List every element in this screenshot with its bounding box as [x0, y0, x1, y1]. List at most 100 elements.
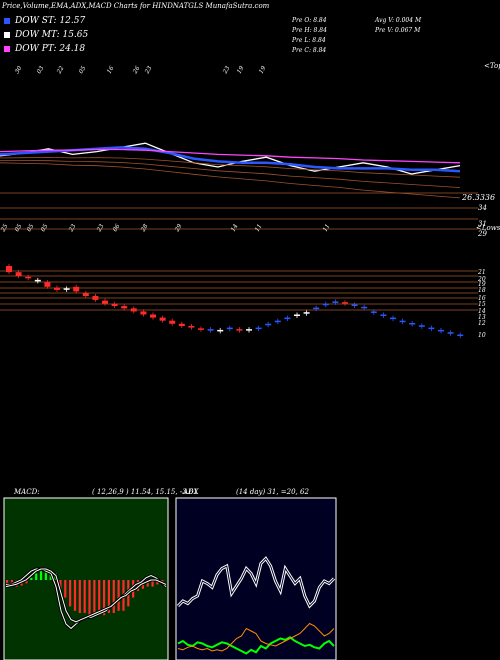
lows-label: <Lows — [476, 224, 500, 232]
candle-body — [82, 292, 89, 297]
info-avg-volume: Avg V: 0.004 M — [375, 17, 422, 24]
top-date-tick: 16 — [106, 65, 116, 75]
macd-histogram-bar — [59, 580, 62, 591]
macd-histogram-bar — [69, 580, 72, 607]
candle-body — [313, 307, 320, 310]
candle-body — [294, 314, 300, 317]
right-axis-tick: 18 — [478, 287, 486, 294]
candle-body — [150, 314, 156, 318]
low-date-tick: 11 — [322, 223, 332, 233]
candle-body — [236, 329, 243, 331]
candle-body — [121, 306, 128, 309]
macd-histogram-bar — [35, 573, 38, 580]
candle-body — [390, 317, 396, 320]
level-34-label: 34 — [478, 204, 487, 212]
candle-body — [303, 312, 310, 314]
legend-label: DOW MT: 15.65 — [15, 30, 89, 40]
top-date-tick: 19 — [236, 65, 246, 75]
right-axis-tick: 10 — [478, 332, 486, 339]
level-31-label: 31 — [478, 220, 487, 228]
legend-dow-mt: DOW MT: 15.65 — [4, 30, 88, 40]
macd-values: ( 12,26,9 ) 11.54, 15.15, -3.61 — [92, 488, 198, 496]
macd-name: MACD: — [14, 488, 40, 496]
low-date-tick: 14 — [230, 223, 240, 233]
candle-body — [457, 334, 464, 337]
chart-title: Price,Volume,EMA,ADX,MACD Charts for HIN… — [2, 2, 270, 10]
ema-line-2 — [0, 148, 461, 164]
right-axis-tick: 20 — [477, 276, 486, 283]
candle-body — [399, 320, 406, 323]
candle-body — [54, 287, 60, 290]
macd-histogram-bar — [73, 580, 77, 611]
candle-body — [380, 314, 387, 317]
low-date-tick: 28 — [139, 223, 149, 234]
macd-histogram-bar — [83, 580, 86, 613]
macd-histogram-bar — [151, 580, 154, 587]
candle-body — [361, 306, 368, 309]
macd-line-1 — [5, 568, 167, 623]
low-date-tick: 29 — [173, 223, 183, 234]
candle-body — [351, 304, 358, 306]
right-axis-tick: 14 — [478, 308, 486, 315]
top-date-tick: 26 — [131, 65, 141, 76]
macd-histogram-bar — [98, 580, 101, 616]
low-date-tick: 25 — [0, 223, 10, 234]
candle-body — [274, 320, 281, 323]
macd-histogram-bar — [64, 580, 67, 598]
candle-body — [63, 288, 70, 290]
top-date-tick: 23 — [221, 65, 231, 76]
candle-body — [34, 279, 41, 282]
candle-body — [44, 282, 51, 287]
candle-body — [92, 296, 99, 300]
candle-body — [198, 328, 204, 330]
candle-body — [15, 272, 22, 277]
candle-body — [226, 327, 233, 330]
info-pre-open: Pre O: 8.84 — [292, 17, 327, 24]
macd-histogram-bar — [102, 580, 106, 616]
candle-body — [159, 317, 166, 321]
macd-histogram-bar — [146, 580, 149, 587]
macd-histogram-bar — [88, 580, 91, 616]
low-date-tick: 05 — [14, 223, 24, 233]
candle-body — [188, 326, 195, 328]
ema-long-line-1 — [0, 159, 461, 188]
macd-histogram-bar — [25, 580, 28, 584]
top-date-tick: 22 — [55, 65, 65, 76]
level-29-label: 29 — [478, 230, 487, 238]
candle-body — [73, 286, 80, 292]
tops-label: <Tops — [484, 62, 500, 70]
ema-line-0 — [0, 142, 461, 175]
macd-histogram-bar — [117, 580, 120, 611]
macd-histogram-bar — [93, 580, 96, 616]
candle-body — [428, 327, 435, 330]
legend-swatch-icon — [4, 32, 10, 38]
candle-body — [332, 301, 339, 303]
candle-body — [438, 329, 444, 332]
macd-histogram-bar — [30, 577, 33, 580]
low-date-tick: 11 — [254, 223, 264, 233]
low-date-tick: 23 — [67, 223, 77, 234]
macd-histogram-bar — [78, 580, 81, 613]
adx-line-1 — [177, 636, 335, 655]
macd-histogram-bar — [112, 580, 115, 613]
macd-label: MACD: — [14, 488, 40, 496]
low-date-tick: 23 — [95, 223, 105, 234]
right-axis-tick: 15 — [478, 301, 486, 308]
low-date-tick: 06 — [112, 223, 122, 233]
legend-label: DOW PT: 24.18 — [15, 44, 86, 54]
top-date-tick: 03 — [36, 65, 46, 75]
top-date-tick: 30 — [14, 65, 24, 75]
candle-body — [284, 317, 291, 320]
low-date-tick: 05 — [26, 223, 36, 233]
adx-line-inner — [177, 557, 335, 607]
candle-body — [130, 308, 137, 312]
macd-histogram-bar — [107, 580, 111, 613]
candle-body — [265, 323, 272, 326]
candle-body — [207, 329, 214, 331]
top-date-tick: 05 — [78, 65, 88, 75]
legend-dow-pt: DOW PT: 24.18 — [4, 44, 85, 54]
ema-long-line-0 — [0, 156, 461, 178]
right-axis-tick: 16 — [478, 295, 486, 302]
top-date-tick: 23 — [143, 65, 153, 76]
